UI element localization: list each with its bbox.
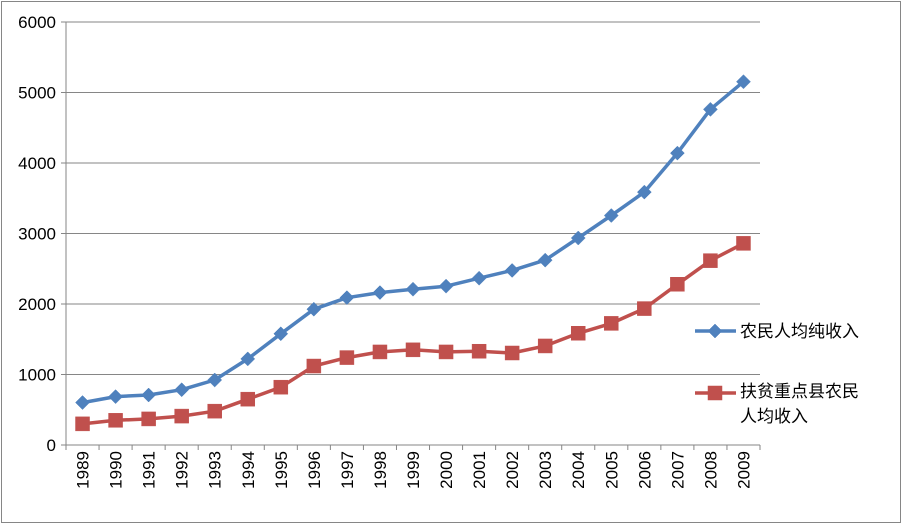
point-marker bbox=[306, 358, 322, 374]
point-marker bbox=[75, 416, 90, 432]
point-marker bbox=[670, 277, 685, 292]
point-marker bbox=[174, 408, 189, 424]
point-marker bbox=[707, 385, 723, 401]
point-marker bbox=[207, 403, 222, 419]
x-tick-label: 1993 bbox=[206, 451, 225, 489]
legend-label: 农民人均纯收入 bbox=[740, 322, 859, 342]
point-marker bbox=[273, 326, 289, 342]
point-marker bbox=[504, 345, 520, 361]
y-tick-label: 2000 bbox=[18, 295, 56, 314]
point-marker bbox=[736, 236, 751, 251]
point-marker bbox=[141, 387, 156, 403]
x-tick-label: 1990 bbox=[107, 451, 126, 489]
gridlines bbox=[66, 21, 760, 375]
point-marker bbox=[670, 145, 685, 161]
point-marker bbox=[372, 285, 388, 300]
point-marker bbox=[537, 252, 553, 268]
point-marker bbox=[405, 342, 421, 358]
x-tick-label: 1994 bbox=[239, 451, 258, 489]
point-marker bbox=[207, 372, 223, 388]
x-tick-label: 2009 bbox=[734, 451, 753, 489]
point-marker bbox=[703, 253, 718, 268]
x-tick-label: 1999 bbox=[404, 451, 423, 489]
point-marker bbox=[636, 184, 652, 200]
legend-label-line-2: 人均收入 bbox=[740, 407, 808, 427]
point-marker bbox=[306, 301, 322, 317]
x-tick-label: 1992 bbox=[173, 451, 192, 489]
y-tick-label: 6000 bbox=[18, 13, 56, 32]
x-tick-label: 1991 bbox=[140, 451, 159, 489]
x-tick-label: 2001 bbox=[470, 451, 489, 489]
axes bbox=[61, 21, 761, 450]
x-tick-label: 1996 bbox=[305, 451, 324, 489]
y-tick-label: 4000 bbox=[18, 154, 56, 173]
series-1 bbox=[75, 74, 751, 410]
point-marker bbox=[537, 338, 553, 354]
point-marker bbox=[174, 382, 190, 398]
point-marker bbox=[108, 389, 123, 404]
point-marker bbox=[141, 411, 156, 427]
point-marker bbox=[75, 395, 90, 410]
x-tick-label: 1989 bbox=[74, 451, 93, 489]
x-tick-label: 2006 bbox=[635, 451, 654, 489]
point-marker bbox=[273, 379, 289, 395]
y-tick-label: 5000 bbox=[18, 84, 56, 103]
legend-label-line-1: 扶贫重点县农民 bbox=[740, 382, 859, 402]
point-marker bbox=[604, 316, 619, 331]
point-marker bbox=[405, 281, 421, 297]
y-tick-label: 3000 bbox=[18, 225, 56, 244]
point-marker bbox=[703, 101, 718, 117]
x-tick-label: 2000 bbox=[437, 451, 456, 489]
point-marker bbox=[471, 270, 487, 286]
point-marker bbox=[736, 74, 751, 90]
x-tick-label: 2007 bbox=[668, 451, 687, 489]
point-marker bbox=[108, 413, 123, 428]
x-tick-label: 1995 bbox=[272, 451, 291, 489]
point-marker bbox=[339, 350, 355, 365]
x-tick-label: 2004 bbox=[569, 451, 588, 489]
point-marker bbox=[240, 391, 256, 407]
point-marker bbox=[240, 351, 256, 367]
x-tick-label: 2002 bbox=[503, 451, 522, 489]
point-marker bbox=[372, 344, 388, 360]
legend-item-1: 农民人均纯收入 bbox=[695, 322, 859, 342]
point-marker bbox=[570, 230, 586, 246]
point-marker bbox=[438, 278, 454, 294]
series-layer bbox=[75, 74, 751, 432]
point-marker bbox=[504, 263, 520, 278]
x-tick-label: 1998 bbox=[371, 451, 390, 489]
x-tick-label: 2005 bbox=[602, 451, 621, 489]
y-tick-label: 0 bbox=[47, 436, 56, 455]
x-tick-label: 2008 bbox=[701, 451, 720, 489]
y-tick-label: 1000 bbox=[18, 366, 56, 385]
point-marker bbox=[707, 323, 723, 339]
x-tick-label: 1997 bbox=[338, 451, 357, 489]
point-marker bbox=[637, 301, 652, 316]
point-marker bbox=[339, 290, 355, 306]
series-2 bbox=[75, 236, 751, 432]
x-axis-tick-labels: 1989 1990 1991 1992 1993 1994 1995 1996 1997 1998… bbox=[74, 451, 754, 489]
y-axis-tick-labels: 0 1000 2000 3000 4000 5000 6000 bbox=[18, 13, 56, 455]
point-marker bbox=[471, 343, 487, 359]
point-marker bbox=[570, 326, 586, 341]
point-marker bbox=[603, 208, 619, 223]
x-tick-label: 2003 bbox=[536, 451, 555, 489]
point-marker bbox=[438, 344, 454, 360]
